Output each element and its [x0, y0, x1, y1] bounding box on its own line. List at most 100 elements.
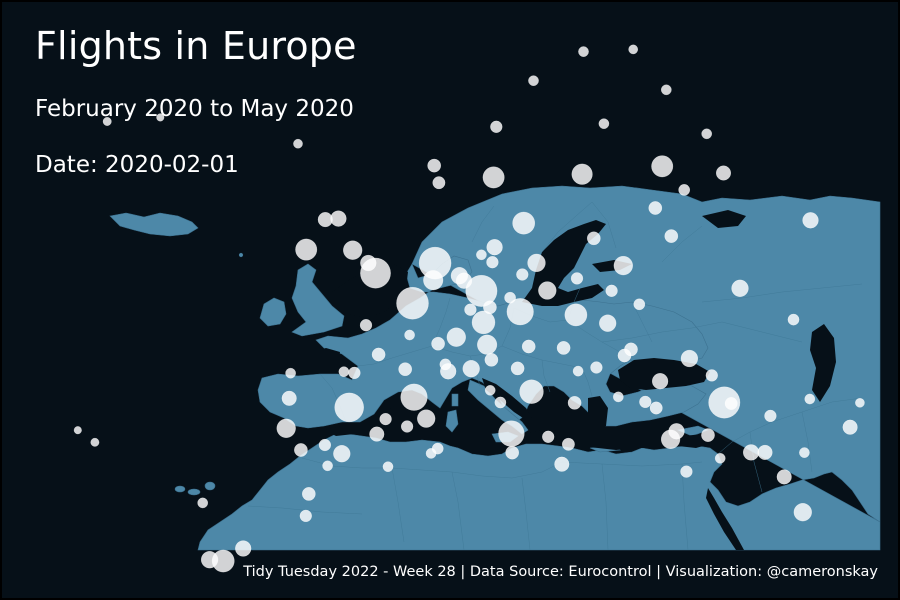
airport-marker — [477, 334, 498, 355]
airport-marker — [484, 352, 499, 367]
airport-marker — [400, 383, 428, 411]
airport-marker — [648, 201, 663, 215]
airport-marker — [483, 300, 497, 315]
corsica-island — [451, 393, 459, 407]
red-sea — [706, 488, 744, 550]
airport-marker — [651, 373, 669, 390]
airport-marker — [322, 460, 333, 472]
airport-marker — [476, 249, 487, 261]
airport-marker — [542, 430, 555, 443]
chart-subtitle: February 2020 to May 2020 — [35, 96, 354, 122]
airport-marker — [73, 426, 82, 435]
airport-marker — [724, 397, 738, 410]
airport-marker — [701, 128, 713, 140]
airport-marker — [156, 113, 165, 122]
airport-marker — [197, 497, 209, 509]
airport-marker — [505, 445, 520, 460]
airport-marker — [398, 362, 413, 377]
airport-marker — [571, 163, 593, 185]
airport-marker — [561, 437, 575, 451]
airport-marker — [742, 444, 760, 461]
white-sea — [702, 210, 746, 228]
airport-marker — [714, 452, 726, 464]
airport-marker — [498, 420, 525, 447]
airport-marker — [490, 120, 503, 133]
airport-marker — [293, 138, 303, 149]
airport-marker — [486, 239, 503, 256]
source-caption: Tidy Tuesday 2022 - Week 28 | Data Sourc… — [243, 564, 878, 580]
airport-marker — [425, 448, 437, 459]
airport-marker — [572, 365, 584, 377]
airport-marker — [299, 509, 312, 523]
airport-marker — [842, 419, 858, 435]
airport-marker — [570, 272, 584, 285]
airport-marker — [417, 409, 436, 428]
continental-europe-landmass — [197, 185, 881, 551]
airport-marker — [343, 240, 363, 260]
airport-marker — [668, 423, 685, 440]
airport-marker — [404, 329, 415, 341]
airport-marker — [519, 379, 544, 404]
canary-island — [204, 481, 216, 491]
date-readout: Date: 2020-02-01 — [35, 152, 239, 178]
airport-markers — [73, 44, 865, 573]
airport-marker — [605, 284, 618, 297]
airport-marker — [664, 229, 679, 243]
airport-marker — [400, 420, 414, 433]
date-value: 2020-02-01 — [105, 152, 239, 178]
airport-marker — [338, 366, 350, 378]
airport-marker — [482, 166, 505, 189]
airport-marker — [516, 268, 529, 281]
airport-marker — [510, 361, 525, 376]
airport-marker — [802, 212, 819, 229]
airport-marker — [554, 456, 570, 472]
airport-marker — [617, 348, 632, 363]
airport-marker — [590, 361, 603, 374]
iceland-landmass — [109, 212, 199, 237]
airport-marker — [200, 551, 219, 569]
airport-marker — [855, 397, 865, 408]
airport-marker — [578, 46, 589, 57]
airport-marker — [334, 392, 364, 423]
airport-marker — [793, 503, 812, 522]
airport-marker — [512, 211, 536, 235]
airport-marker — [731, 279, 749, 297]
airport-marker — [484, 384, 496, 396]
airport-marker — [494, 396, 507, 409]
airport-marker — [649, 401, 663, 415]
airport-marker — [764, 409, 777, 423]
faroe-islands — [238, 252, 244, 258]
airport-marker — [431, 336, 445, 351]
airport-marker — [432, 176, 446, 190]
aegean-sea — [588, 396, 608, 432]
airport-marker — [486, 256, 499, 269]
airport-marker — [379, 412, 392, 426]
airport-marker — [599, 314, 617, 332]
airport-marker — [708, 386, 741, 419]
airport-marker — [504, 291, 516, 304]
airport-marker — [295, 238, 318, 261]
great-britain-landmass — [291, 263, 345, 337]
airport-marker — [294, 443, 308, 457]
airport-marker — [521, 339, 536, 354]
airport-marker — [701, 428, 715, 442]
airport-marker — [285, 367, 296, 379]
airport-marker — [567, 395, 582, 410]
canary-island — [187, 488, 201, 496]
airport-marker — [586, 231, 601, 246]
airport-marker — [369, 426, 385, 442]
airport-marker — [90, 437, 100, 447]
airport-marker — [423, 270, 444, 291]
airport-marker — [598, 118, 610, 130]
airport-marker — [757, 444, 773, 460]
airport-marker — [348, 366, 361, 380]
airport-marker — [506, 298, 534, 326]
airport-marker — [612, 391, 624, 403]
airport-marker — [330, 210, 347, 227]
airport-marker — [439, 358, 452, 371]
airport-marker — [528, 75, 539, 87]
airport-marker — [556, 341, 571, 355]
airport-marker — [281, 390, 297, 406]
